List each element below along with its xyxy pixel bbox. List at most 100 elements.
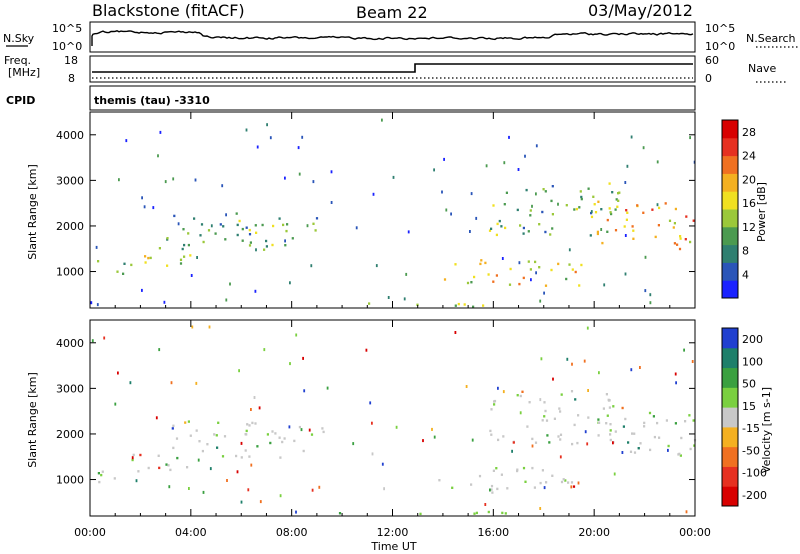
data-cell — [301, 135, 304, 139]
data-cell — [295, 333, 298, 337]
data-cell — [371, 421, 373, 425]
cpid-panel: CPID themis (tau) -3310 — [6, 85, 696, 111]
data-cell — [217, 421, 220, 424]
data-cell — [155, 416, 158, 420]
data-cell — [504, 226, 507, 230]
data-cell — [248, 244, 252, 247]
data-cell — [236, 233, 239, 237]
data-cell — [311, 488, 314, 492]
data-cell — [590, 215, 594, 219]
data-cell — [241, 239, 244, 242]
data-cell — [199, 234, 202, 237]
data-cell — [609, 423, 612, 426]
data-cell — [639, 442, 642, 445]
data-cell — [338, 512, 342, 515]
data-cell — [171, 427, 174, 430]
colorbar-swatch — [722, 347, 738, 369]
data-cell — [557, 202, 559, 206]
data-cell — [614, 430, 617, 433]
data-cell — [144, 255, 147, 258]
data-cell — [303, 389, 306, 393]
velocity-panel: 1000 2000 3000 4000 Slant Range [km] — [26, 319, 697, 517]
data-cell — [549, 233, 552, 236]
data-cell — [187, 243, 190, 247]
data-cell — [183, 243, 186, 247]
colorbar-swatch — [722, 407, 738, 428]
data-cell — [509, 267, 512, 271]
data-cell — [490, 433, 493, 436]
power-colorbar: 4 8 12 16 20 24 28 — [721, 119, 756, 299]
data-cell — [431, 427, 433, 431]
data-cell — [244, 449, 247, 452]
data-cell — [113, 477, 116, 480]
data-cell — [673, 242, 676, 245]
data-cell — [551, 227, 554, 230]
data-cell — [284, 239, 286, 243]
data-cell — [651, 208, 654, 211]
data-cell — [612, 441, 614, 445]
data-cell — [247, 488, 250, 492]
data-cell — [177, 222, 180, 226]
data-cell — [491, 491, 494, 494]
data-cell — [543, 415, 546, 418]
data-cell — [505, 191, 508, 194]
data-cell — [489, 488, 491, 492]
data-cell — [167, 464, 170, 467]
data-cell — [419, 512, 422, 516]
data-cell — [693, 444, 696, 447]
data-cell — [254, 289, 257, 293]
data-cell — [132, 453, 135, 457]
data-cell — [149, 256, 152, 260]
data-cell — [371, 452, 374, 456]
x-tick-label: 04:00 — [175, 526, 207, 539]
colorbar-tick-label: 12 — [742, 221, 756, 234]
data-cell — [606, 414, 609, 417]
data-cell — [565, 277, 568, 281]
data-cell — [630, 135, 633, 139]
data-cell — [473, 512, 476, 515]
data-cell — [649, 293, 652, 297]
colorbar-tick-label: 50 — [742, 378, 756, 391]
data-cell — [607, 399, 611, 402]
data-cell — [272, 224, 275, 228]
colorbar-swatch — [722, 155, 738, 174]
cpid-text: themis (tau) -3310 — [94, 94, 210, 107]
data-cell — [223, 435, 227, 438]
data-cell — [274, 432, 277, 435]
data-cell — [656, 421, 659, 425]
colorbar-swatch — [722, 137, 738, 157]
data-cell — [600, 208, 603, 211]
data-cell — [597, 418, 600, 421]
data-cell — [675, 381, 677, 385]
data-cell — [603, 283, 606, 287]
data-cell — [330, 201, 333, 204]
y-tick-label: 2000 — [56, 428, 84, 441]
data-cell — [564, 479, 567, 482]
data-cell — [527, 230, 530, 233]
data-cell — [653, 435, 656, 439]
data-cell — [528, 401, 531, 404]
data-cell — [570, 485, 573, 489]
data-cell — [545, 481, 548, 484]
data-cell — [597, 200, 600, 203]
data-cell — [271, 243, 274, 247]
data-cell — [463, 303, 466, 306]
y-tick-label: 3000 — [56, 174, 84, 187]
x-tick-label: 00:00 — [74, 526, 106, 539]
data-cell — [542, 188, 545, 191]
data-cell — [642, 146, 645, 150]
data-cell — [240, 441, 243, 445]
data-cell — [143, 205, 146, 209]
data-cell — [534, 260, 537, 264]
data-cell — [173, 214, 176, 218]
data-cell — [539, 299, 542, 303]
data-cell — [596, 232, 599, 236]
data-cell — [519, 224, 522, 227]
power-cells — [90, 118, 696, 308]
data-cell — [144, 261, 147, 264]
colorbar-swatch — [722, 328, 738, 349]
data-cell — [475, 216, 478, 220]
data-cell — [506, 487, 509, 490]
data-cell — [261, 223, 264, 227]
data-cell — [540, 357, 543, 361]
